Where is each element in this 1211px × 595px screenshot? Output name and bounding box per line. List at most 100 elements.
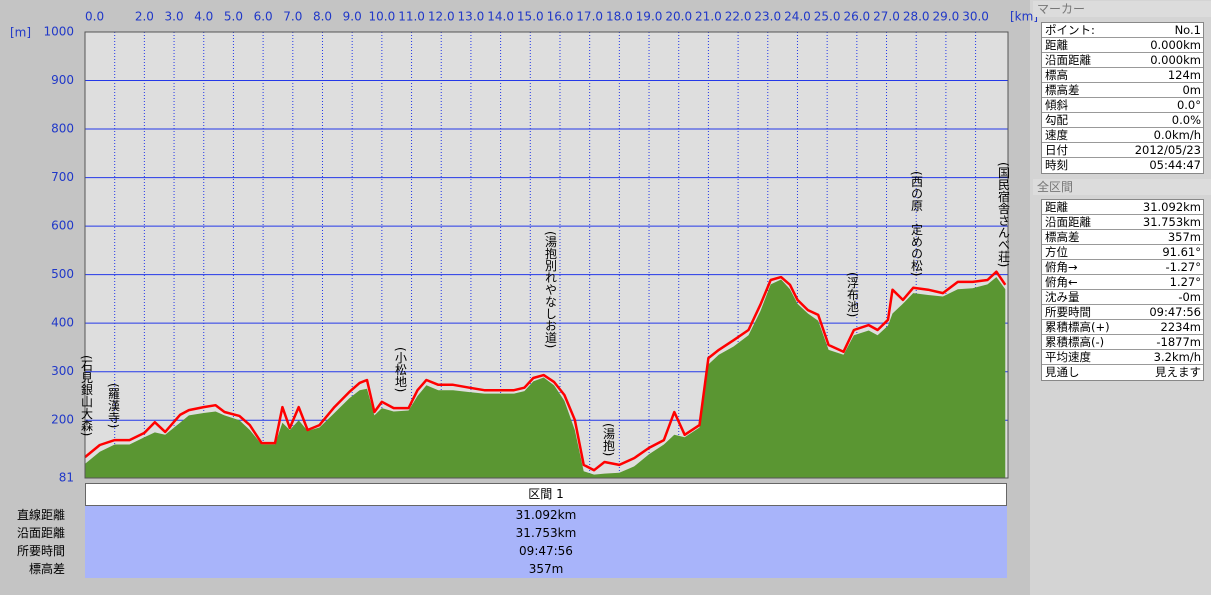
info-row: ポイント: No.1 bbox=[1042, 23, 1203, 38]
info-row: 標高差 357m bbox=[1042, 230, 1203, 245]
terrain-area bbox=[85, 277, 1006, 478]
y-tick-label: 900 bbox=[51, 73, 74, 87]
x-tick-label: 25.0 bbox=[814, 10, 841, 24]
section-key: 沿面距離 bbox=[16, 526, 65, 540]
y-tick-label: 200 bbox=[51, 413, 74, 427]
info-value: 0.000km bbox=[1150, 38, 1201, 52]
info-key: 時刻 bbox=[1045, 158, 1068, 172]
section-header: 区間 1 bbox=[85, 483, 1007, 506]
info-row: 傾斜 0.0° bbox=[1042, 98, 1203, 113]
section-value: 31.092km bbox=[85, 506, 1007, 524]
section-row: 直線距離 31.092km bbox=[0, 506, 1008, 524]
x-tick-label: 8.0 bbox=[313, 10, 332, 24]
x-tick-label: 9.0 bbox=[343, 10, 362, 24]
x-tick-label: 18.0 bbox=[606, 10, 633, 24]
x-tick-label: 21.0 bbox=[695, 10, 722, 24]
section-table: 直線距離 31.092km 沿面距離 31.753km 所要時間 09:47:56 標高差 3… bbox=[0, 506, 1008, 578]
x-tick-label: 20.0 bbox=[665, 10, 692, 24]
y-unit: [m] bbox=[10, 26, 31, 40]
panel-title: マーカー bbox=[1033, 1, 1211, 17]
place-label: (湯抱) bbox=[601, 423, 616, 457]
x-tick-label: 29.0 bbox=[933, 10, 960, 24]
section-value: 31.753km bbox=[85, 524, 1007, 542]
x-tick-label: 12.0 bbox=[428, 10, 455, 24]
marker-table: ポイント: No.1 距離 0.000km 沿面距離 0.000km 標高 124m 標高差 0m… bbox=[1041, 22, 1204, 174]
info-key: 見通し bbox=[1045, 365, 1080, 379]
annotations: (石見銀山大森) (羅漢寺) (小松地) (湯抱別れやなしお道) (湯抱) (浮布池) (西… bbox=[80, 162, 1011, 457]
info-row: 速度 0.0km/h bbox=[1042, 128, 1203, 143]
plot-border bbox=[84, 31, 1009, 479]
info-value: 0.0% bbox=[1171, 113, 1201, 127]
place-label: (羅漢寺) bbox=[106, 383, 121, 429]
info-value: -1.27° bbox=[1165, 260, 1201, 274]
x-tick-label: 16.0 bbox=[547, 10, 574, 24]
section-row: 所要時間 09:47:56 bbox=[0, 542, 1008, 560]
info-key: 俯角← bbox=[1045, 275, 1078, 289]
x-tick-label: 24.0 bbox=[784, 10, 811, 24]
info-row: 距離 31.092km bbox=[1042, 200, 1203, 215]
info-row: 俯角← 1.27° bbox=[1042, 275, 1203, 290]
section-key: 標高差 bbox=[28, 562, 65, 576]
info-value: 見えます bbox=[1155, 365, 1201, 379]
section-value: 357m bbox=[85, 560, 1007, 578]
info-row: 見通し 見えます bbox=[1042, 365, 1203, 380]
x-tick-label: 22.0 bbox=[725, 10, 752, 24]
info-key: 標高 bbox=[1045, 68, 1068, 82]
info-row: 沈み量 -0m bbox=[1042, 290, 1203, 305]
info-value: 0.0° bbox=[1176, 98, 1201, 112]
info-row: 平均速度 3.2km/h bbox=[1042, 350, 1203, 365]
x-tick-label: 26.0 bbox=[843, 10, 870, 24]
x-tick-label: 0.0 bbox=[85, 10, 104, 24]
panel-title: 全区間 bbox=[1033, 179, 1211, 195]
info-key: 沿面距離 bbox=[1045, 215, 1091, 229]
track-line bbox=[84, 270, 1007, 472]
info-key: 勾配 bbox=[1045, 113, 1068, 127]
total-table: 距離 31.092km 沿面距離 31.753km 標高差 357m 方位 91.61° 俯角→… bbox=[1041, 199, 1204, 381]
info-value: 124m bbox=[1167, 68, 1201, 82]
info-key: 距離 bbox=[1045, 38, 1068, 52]
x-tick-label: 17.0 bbox=[576, 10, 603, 24]
info-value: -0m bbox=[1178, 290, 1201, 304]
info-key: 平均速度 bbox=[1045, 350, 1091, 364]
info-key: 所要時間 bbox=[1045, 305, 1091, 319]
y-tick-label: 800 bbox=[51, 122, 74, 136]
y-tick-label: 81 bbox=[59, 471, 74, 485]
info-value: 0.000km bbox=[1150, 53, 1201, 67]
info-key: 俯角→ bbox=[1045, 260, 1078, 274]
info-key: 距離 bbox=[1045, 200, 1068, 214]
x-tick-label: 27.0 bbox=[873, 10, 900, 24]
info-key: 日付 bbox=[1045, 143, 1068, 157]
x-tick-label: 23.0 bbox=[754, 10, 781, 24]
info-value: 357m bbox=[1167, 230, 1201, 244]
x-tick-label: 4.0 bbox=[194, 10, 213, 24]
info-key: 標高差 bbox=[1045, 230, 1080, 244]
x-tick-label: 30.0 bbox=[962, 10, 989, 24]
section-key: 直線距離 bbox=[16, 508, 65, 522]
info-row: 方位 91.61° bbox=[1042, 245, 1203, 260]
info-row: 標高 124m bbox=[1042, 68, 1203, 83]
info-key: 沈み量 bbox=[1045, 290, 1080, 304]
x-tick-label: 5.0 bbox=[224, 10, 243, 24]
info-value: 2012/05/23 bbox=[1134, 143, 1201, 157]
x-tick-label: 6.0 bbox=[254, 10, 273, 24]
section-value: 09:47:56 bbox=[85, 542, 1007, 560]
info-key: ポイント: bbox=[1045, 23, 1095, 37]
info-row: 累積標高(-) -1877m bbox=[1042, 335, 1203, 350]
x-tick-label: 15.0 bbox=[517, 10, 544, 24]
info-value: 91.61° bbox=[1162, 245, 1201, 259]
info-key: 累積標高(+) bbox=[1045, 320, 1110, 334]
x-tick-label: 3.0 bbox=[165, 10, 184, 24]
info-value: 05:44:47 bbox=[1149, 158, 1201, 172]
x-tick-label: 19.0 bbox=[636, 10, 663, 24]
place-label: (湯抱別れやなしお道) bbox=[543, 231, 558, 349]
info-row: 時刻 05:44:47 bbox=[1042, 158, 1203, 173]
x-tick-label: 11.0 bbox=[398, 10, 425, 24]
section-row: 沿面距離 31.753km bbox=[0, 524, 1008, 542]
info-row: 勾配 0.0% bbox=[1042, 113, 1203, 128]
info-key: 傾斜 bbox=[1045, 98, 1068, 112]
info-value: 0.0km/h bbox=[1153, 128, 1201, 142]
x-tick-label: 28.0 bbox=[903, 10, 930, 24]
y-tick-label: 300 bbox=[51, 364, 74, 378]
